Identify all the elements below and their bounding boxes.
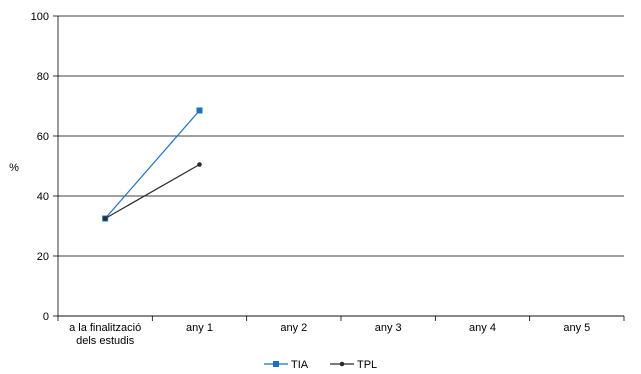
series-line-tia — [104, 110, 200, 219]
x-axis-ticks: a la finalització dels estudis any 1 any 2 a… — [57, 316, 625, 347]
legend-marker-tia — [273, 361, 279, 367]
point-tpl-1 — [197, 162, 202, 167]
x-tick-label-3: any 3 — [375, 322, 402, 334]
y-tick-label-4: 80 — [37, 71, 49, 83]
y-axis-label: % — [9, 162, 19, 174]
y-tick-label-1: 20 — [37, 251, 49, 263]
point-tpl-0 — [102, 216, 108, 221]
y-tick-label-2: 40 — [37, 191, 49, 203]
y-tick-label-3: 60 — [37, 131, 49, 143]
legend-label-tpl: TPL — [357, 359, 377, 371]
series-line-tpl — [104, 163, 200, 220]
legend: TIA TPL — [264, 359, 377, 371]
x-tick-label-2: any 2 — [280, 322, 307, 334]
x-tick-label-1: any 1 — [186, 322, 213, 334]
x-tick-label-4: any 4 — [469, 322, 496, 334]
x-tick-label-0: a la finalització dels estudis — [69, 322, 141, 347]
legend-marker-tpl — [339, 361, 345, 367]
y-tick-label-0: 0 — [43, 311, 49, 323]
series-group — [102, 107, 203, 222]
gridlines — [57, 15, 624, 317]
x-tick-label-5: any 5 — [563, 322, 590, 334]
legend-label-tia: TIA — [291, 359, 309, 371]
y-axis-ticks: 0 20 40 60 80 100 — [31, 11, 58, 323]
point-tia-1 — [196, 107, 203, 114]
y-tick-label-5: 100 — [31, 11, 49, 23]
